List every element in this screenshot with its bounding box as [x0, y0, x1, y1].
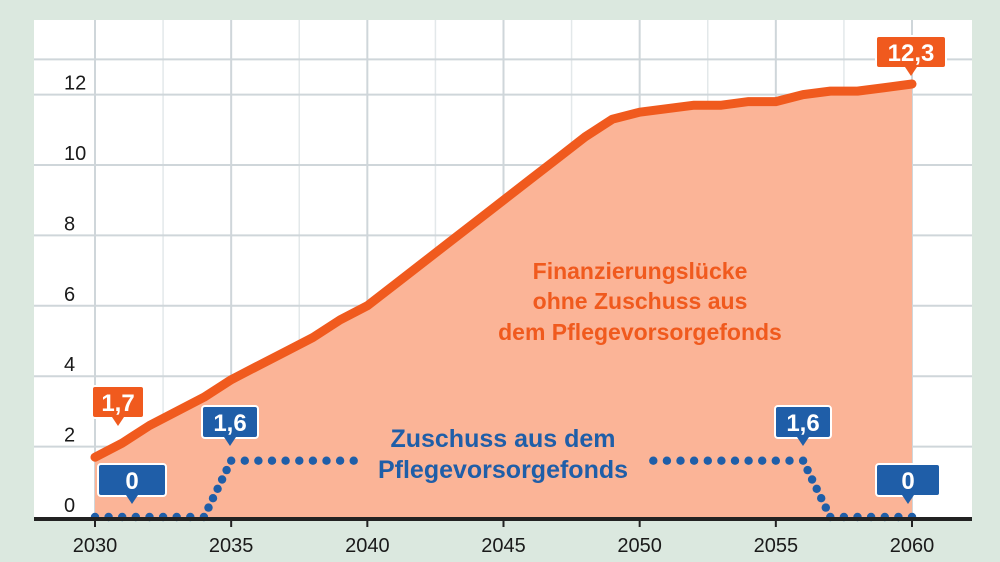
series-dot — [295, 456, 304, 465]
series-dot — [821, 503, 830, 512]
callout-pointer — [902, 495, 914, 504]
series-line-gap — [90, 79, 917, 462]
callout-label: 1,7 — [101, 390, 134, 417]
x-tick-label: 2030 — [73, 535, 118, 557]
series-dot — [308, 456, 318, 465]
series-dot — [281, 456, 290, 465]
x-tick-label: 2055 — [754, 535, 799, 557]
callout-1: 1,7 — [91, 385, 145, 426]
y-tick-label: 10 — [64, 143, 86, 165]
area-fill — [95, 84, 912, 517]
y-tick-label: 8 — [64, 213, 75, 235]
callout-5: 0 — [875, 463, 941, 504]
callout-label: 1,6 — [786, 410, 819, 437]
callout-3: 1,6 — [774, 405, 832, 446]
x-tick-label: 2060 — [890, 535, 935, 557]
y-tick-label: 12 — [64, 73, 86, 95]
series-dot — [322, 456, 331, 465]
area-layer — [95, 84, 912, 517]
series-dot — [803, 465, 812, 475]
series-dot — [689, 456, 699, 465]
callout-pointer — [905, 67, 917, 76]
callout-label: 1,6 — [213, 410, 246, 437]
series-dot — [217, 475, 227, 484]
series-dot — [703, 456, 712, 465]
series-dot — [758, 456, 767, 465]
series-dot — [213, 484, 222, 493]
callouts: 12,3 1,7 1,6 1,6 0 0 — [91, 35, 947, 504]
series-dot — [227, 456, 236, 465]
callout-pointer — [797, 437, 809, 446]
callout-0: 12,3 — [875, 35, 947, 76]
series-dot — [730, 456, 740, 465]
series-dot — [662, 456, 672, 465]
annotation-gap-line-3: dem Pflegevorsorgefonds — [498, 319, 782, 345]
x-tick-label: 2050 — [617, 535, 662, 557]
annotation-fund-line-1: Zuschuss aus dem — [390, 425, 615, 453]
y-tick-label: 4 — [64, 354, 75, 376]
series-dot — [798, 456, 808, 465]
series-dot — [208, 494, 218, 503]
series-dot — [717, 456, 726, 465]
series-lines — [90, 79, 917, 462]
series-dot — [812, 484, 821, 493]
series-dot — [335, 456, 345, 465]
callout-pointer — [112, 417, 124, 426]
series-dot — [254, 456, 263, 465]
series-dot — [807, 475, 817, 484]
series-dot — [267, 456, 277, 465]
annotation-gap-line-1: Finanzierungslücke — [533, 258, 748, 284]
annotation-fund-line-2: Pflegevorsorgefonds — [378, 456, 628, 484]
series-dot — [222, 465, 231, 475]
annotations: Finanzierungslücke ohne Zuschuss aus dem… — [378, 258, 782, 484]
callout-2: 1,6 — [201, 405, 259, 446]
annotation-gap-line-2: ohne Zuschuss aus — [533, 288, 748, 314]
series-dot — [240, 456, 249, 465]
callout-label: 0 — [901, 468, 914, 495]
callout-pointer — [224, 437, 236, 446]
series-dot — [744, 456, 753, 465]
y-tick-label: 6 — [64, 284, 75, 306]
callout-4: 0 — [97, 463, 167, 504]
callout-pointer — [126, 495, 138, 504]
callout-label: 0 — [125, 468, 138, 495]
y-tick-label: 2 — [64, 425, 75, 447]
x-tick-label: 2040 — [345, 535, 390, 557]
callout-label: 12,3 — [888, 40, 935, 67]
series-dot — [649, 456, 658, 465]
series-dot — [771, 456, 780, 465]
axes: 2030 2035 2040 2045 2050 2055 2060 0 2 4 6 8 10 12 — [34, 73, 972, 557]
series-dot — [676, 456, 685, 465]
x-tick-label: 2045 — [481, 535, 526, 557]
series-dot — [204, 503, 213, 512]
x-tick-label: 2035 — [209, 535, 254, 557]
series-dot — [817, 494, 826, 503]
series-dot — [349, 456, 358, 465]
y-tick-label: 0 — [64, 495, 75, 517]
series-dot — [785, 456, 794, 465]
